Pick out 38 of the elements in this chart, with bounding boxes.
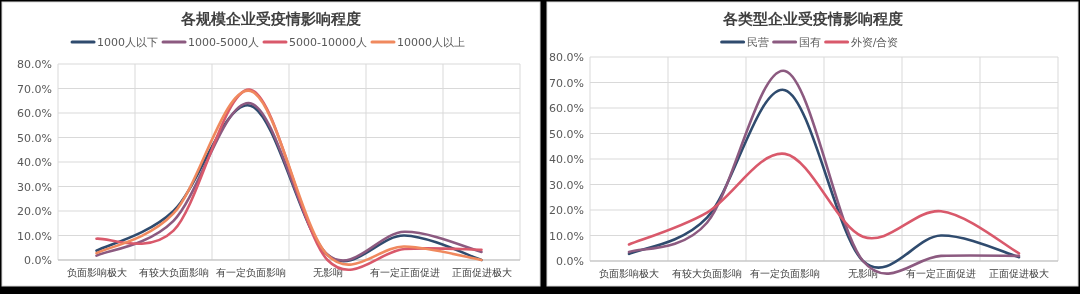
x-tick-label: 有一定负面影响: [750, 268, 820, 279]
legend-label: 国有: [798, 36, 821, 49]
y-tick-label: 80.0%: [17, 58, 52, 71]
x-tick-label: 正面促进极大: [451, 267, 512, 278]
x-tick-label: 有较大负面影响: [672, 268, 742, 279]
x-tick-label: 负面影响极大: [66, 267, 127, 278]
y-tick-label: 60.0%: [549, 102, 584, 115]
y-tick-label: 10.0%: [549, 229, 584, 243]
x-tick-label: 负面影响极大: [599, 268, 659, 279]
y-tick-label: 10.0%: [17, 229, 52, 243]
legend-label: 外资/合资: [850, 36, 899, 49]
y-tick-label: 50.0%: [17, 131, 52, 145]
y-tick-label: 80.0%: [549, 51, 584, 64]
legend-label: 5000-10000人: [289, 36, 367, 49]
y-tick-label: 30.0%: [17, 180, 52, 194]
y-tick-label: 20.0%: [549, 204, 584, 217]
y-tick-label: 60.0%: [17, 107, 52, 120]
x-tick-label: 有较大负面影响: [138, 267, 209, 278]
y-tick-label: 40.0%: [17, 156, 52, 169]
y-tick-label: 50.0%: [549, 127, 584, 141]
y-tick-label: 20.0%: [17, 205, 52, 218]
x-tick-label: 正面促进极大: [989, 268, 1049, 279]
x-tick-label: 有一定正面促进: [906, 268, 976, 279]
y-tick-label: 40.0%: [549, 153, 584, 166]
legend-label: 10000人以上: [396, 36, 465, 49]
x-tick-label: 无影响: [312, 267, 343, 278]
legend-label: 1000人以下: [97, 36, 159, 49]
legend-label: 1000-5000人: [188, 36, 259, 49]
chart-title: 各类型企业受疫情影响程度: [721, 10, 903, 28]
x-tick-label: 有一定正面促进: [369, 267, 440, 278]
x-tick-label: 有一定负面影响: [215, 267, 286, 278]
y-tick-label: 70.0%: [549, 76, 584, 90]
chart-title: 各规模企业受疫情影响程度: [180, 10, 361, 28]
y-tick-label: 0.0%: [556, 255, 584, 268]
y-tick-label: 30.0%: [549, 178, 584, 192]
legend-label: 民营: [746, 36, 769, 49]
y-tick-label: 0.0%: [24, 254, 52, 267]
y-tick-label: 70.0%: [17, 82, 52, 96]
